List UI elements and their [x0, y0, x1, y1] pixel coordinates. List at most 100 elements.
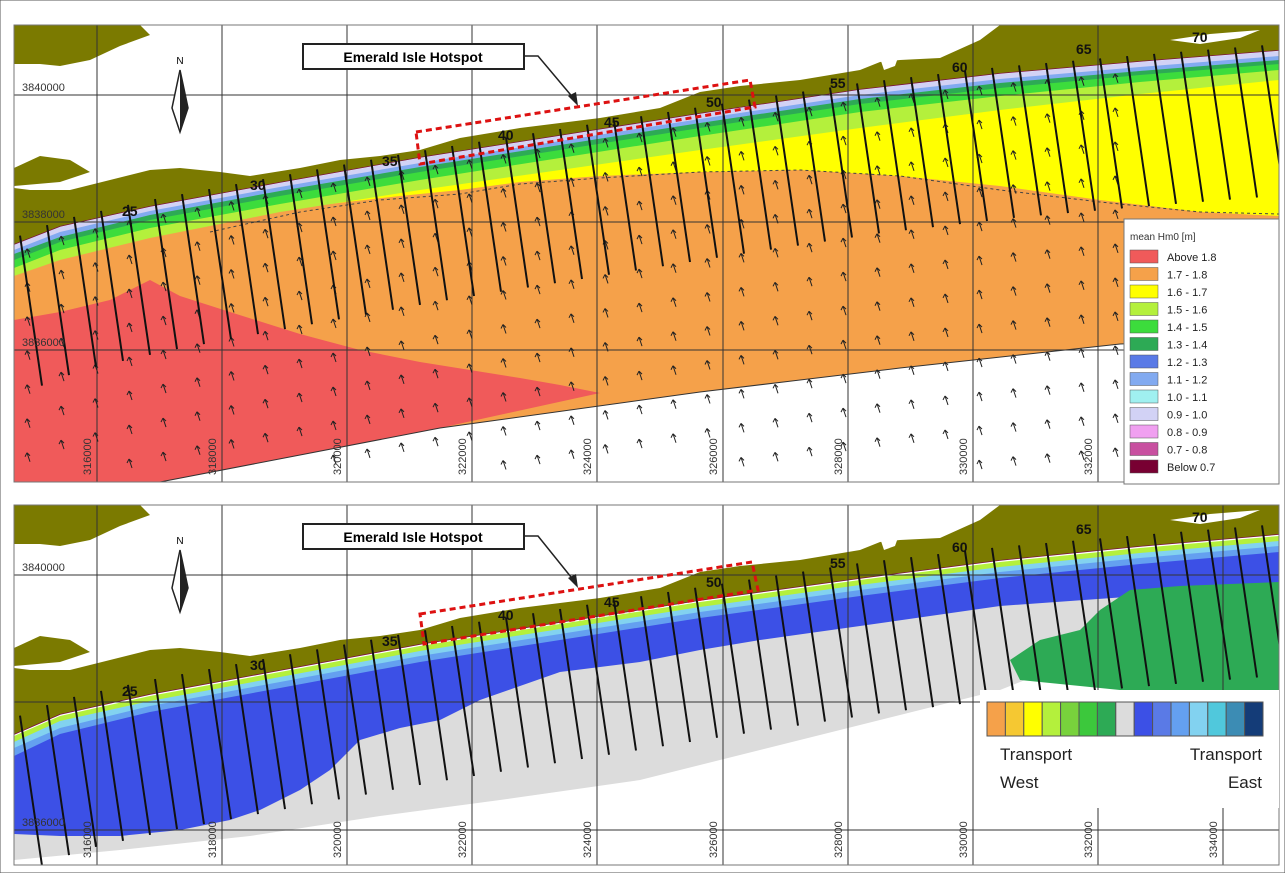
wave-arrow	[432, 368, 439, 379]
wave-arrow	[126, 458, 133, 469]
legend-label: 1.5 - 1.6	[1167, 305, 1207, 317]
wave-arrow	[296, 290, 303, 301]
wave-arrow	[500, 154, 507, 164]
wave-arrow	[874, 437, 881, 447]
wave-arrow	[1010, 218, 1017, 228]
wave-arrow	[772, 213, 779, 224]
wave-arrow	[194, 377, 201, 387]
wave-arrow	[738, 321, 745, 331]
transect-number: 30	[250, 657, 266, 673]
wave-arrow	[1010, 150, 1017, 160]
wave-arrow	[806, 446, 813, 457]
transect-line	[1207, 529, 1231, 680]
legend-swatch	[1188, 701, 1209, 737]
wave-arrow	[1044, 147, 1051, 157]
lagoon	[1170, 510, 1260, 524]
wave-arrow	[568, 347, 575, 357]
transect-line	[100, 690, 124, 842]
wave-arrow	[534, 454, 541, 465]
transect-line	[748, 579, 772, 730]
wave-arrow	[976, 187, 983, 198]
wave-arrow	[942, 89, 949, 100]
north-label: N	[176, 536, 183, 547]
transect-line	[343, 164, 367, 315]
wave-arrow	[568, 143, 575, 153]
transect-line	[829, 567, 853, 718]
wave-arrow	[568, 381, 575, 391]
wave-arrow	[296, 358, 303, 369]
legend-swatch	[1129, 354, 1159, 369]
transect-line	[181, 193, 205, 345]
lagoon	[880, 52, 900, 70]
wave-arrow	[568, 449, 575, 459]
transect-number: 45	[604, 594, 620, 610]
legend-label: 1.0 - 1.1	[1167, 392, 1207, 404]
easting-label: 324000	[582, 438, 594, 475]
wave-arrow	[1010, 184, 1017, 194]
wave-arrow	[1112, 311, 1119, 322]
wave-arrow	[262, 262, 269, 273]
wave-arrow	[772, 247, 779, 258]
wave-arrow	[126, 322, 133, 333]
legend-swatch	[1078, 701, 1098, 737]
wave-arrow	[160, 451, 167, 462]
easting-label: 326000	[708, 438, 720, 475]
transect-line	[1045, 62, 1069, 214]
wave-arrow	[670, 399, 677, 409]
wave-arrow	[772, 417, 779, 428]
transect-line	[208, 668, 232, 820]
transect-line	[451, 145, 475, 297]
wave-arrow	[466, 159, 473, 169]
wave-arrow	[126, 356, 133, 367]
wave-arrow	[330, 250, 337, 261]
transect-line	[937, 73, 961, 225]
legend-swatch	[1129, 284, 1159, 299]
wave-arrow	[160, 315, 167, 326]
legend-swatch	[1129, 407, 1159, 421]
transect-line	[883, 80, 907, 231]
wave-arrow	[398, 238, 405, 249]
wave-arrow	[1044, 181, 1051, 191]
transect-line	[1126, 535, 1150, 687]
northing-label: 3836000	[22, 337, 65, 349]
wave-arrow	[976, 391, 983, 402]
wave-arrow	[772, 145, 779, 156]
wave-arrow	[806, 174, 813, 185]
wave-arrow	[636, 336, 643, 347]
land-west-shore	[14, 156, 90, 186]
transect-line	[1261, 525, 1279, 649]
legend-swatch	[1041, 701, 1062, 737]
wave-arrow	[194, 445, 201, 455]
hotspot-arrow	[524, 55, 576, 101]
wave-arrow	[908, 127, 915, 137]
wave-arrow	[1010, 456, 1017, 466]
wave-arrow	[58, 439, 65, 450]
wave-arrow	[1044, 283, 1051, 293]
wave-arrow	[160, 417, 167, 428]
legend-swatch	[1096, 701, 1117, 737]
wave-arrow	[228, 201, 235, 211]
easting-label: 316000	[82, 438, 94, 475]
wave-arrow	[942, 293, 949, 304]
wave-arrow	[908, 331, 915, 341]
wave-arrow	[398, 272, 405, 283]
transect-line	[991, 547, 1015, 699]
transport-zone-east	[14, 544, 1279, 836]
hotspot-callout: Emerald Isle Hotspot	[302, 523, 578, 588]
transect-number: 55	[830, 75, 846, 91]
legend-swatch	[1129, 372, 1159, 386]
transect-line	[154, 198, 178, 350]
wave-arrow	[976, 323, 983, 334]
wave-arrow	[772, 111, 779, 122]
wave-arrow	[160, 349, 167, 360]
transect-line	[532, 613, 556, 764]
coordinate-labels: 3840000 3836000 316000 318000 320000 322000 32…	[22, 562, 1220, 858]
wave-arrow	[908, 161, 915, 171]
legend-swatch	[1129, 389, 1159, 404]
wave-arrow	[24, 384, 31, 394]
legend-label: Above 1.8	[1167, 252, 1217, 264]
wave-arrow	[976, 459, 983, 470]
transect-line	[1234, 527, 1258, 678]
wave-arrow	[228, 371, 235, 381]
transect-line	[586, 124, 610, 275]
